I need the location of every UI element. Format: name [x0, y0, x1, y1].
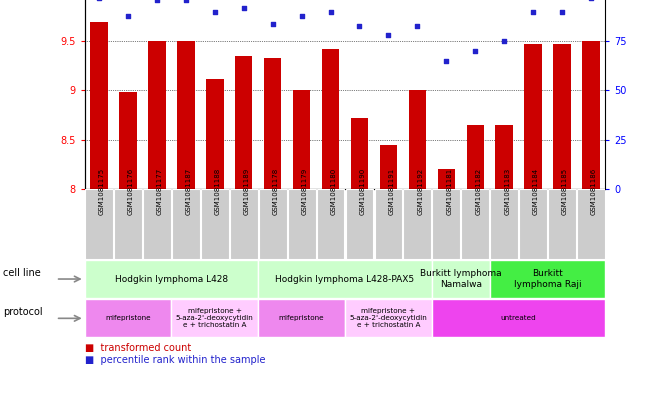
Bar: [119, 92, 137, 189]
Bar: [553, 44, 571, 189]
FancyBboxPatch shape: [432, 189, 460, 259]
Point: [152, 0, 162, 3]
Text: mifepristone +
5-aza-2'-deoxycytidin
e + trichostatin A: mifepristone + 5-aza-2'-deoxycytidin e +…: [176, 309, 254, 328]
Text: GSM1081182: GSM1081182: [475, 168, 481, 215]
FancyBboxPatch shape: [259, 189, 286, 259]
Bar: [235, 56, 253, 189]
Bar: [293, 90, 311, 189]
FancyBboxPatch shape: [345, 299, 432, 337]
FancyBboxPatch shape: [404, 189, 431, 259]
Text: GSM1081184: GSM1081184: [533, 168, 539, 215]
Text: GSM1081191: GSM1081191: [389, 168, 395, 215]
FancyBboxPatch shape: [519, 189, 547, 259]
Text: Hodgkin lymphoma L428-PAX5: Hodgkin lymphoma L428-PAX5: [275, 275, 415, 283]
FancyBboxPatch shape: [230, 189, 258, 259]
Point: [441, 58, 452, 64]
Bar: [90, 22, 108, 189]
Bar: [525, 44, 542, 189]
FancyBboxPatch shape: [171, 299, 258, 337]
Text: ■  percentile rank within the sample: ■ percentile rank within the sample: [85, 355, 265, 365]
Bar: [177, 41, 195, 189]
FancyBboxPatch shape: [85, 189, 113, 259]
Bar: [206, 79, 223, 189]
Text: mifepristone: mifepristone: [105, 315, 151, 321]
Point: [499, 38, 509, 44]
Point: [296, 13, 307, 19]
FancyBboxPatch shape: [432, 260, 490, 298]
Point: [123, 13, 133, 19]
FancyBboxPatch shape: [577, 189, 605, 259]
Text: GSM1081181: GSM1081181: [447, 168, 452, 215]
FancyBboxPatch shape: [490, 260, 605, 298]
FancyBboxPatch shape: [346, 189, 374, 259]
Text: untreated: untreated: [501, 315, 536, 321]
Point: [528, 9, 538, 15]
Bar: [495, 125, 513, 189]
Text: GSM1081175: GSM1081175: [99, 168, 105, 215]
Point: [586, 0, 596, 1]
FancyBboxPatch shape: [258, 260, 432, 298]
Text: Hodgkin lymphoma L428: Hodgkin lymphoma L428: [115, 275, 228, 283]
Bar: [437, 169, 455, 189]
Text: GSM1081188: GSM1081188: [215, 168, 221, 215]
FancyBboxPatch shape: [172, 189, 200, 259]
Point: [181, 0, 191, 3]
FancyBboxPatch shape: [490, 189, 518, 259]
Text: mifepristone: mifepristone: [279, 315, 324, 321]
Point: [383, 32, 394, 39]
FancyBboxPatch shape: [316, 189, 344, 259]
FancyBboxPatch shape: [85, 260, 258, 298]
Point: [94, 0, 104, 1]
FancyBboxPatch shape: [432, 299, 605, 337]
FancyBboxPatch shape: [462, 189, 489, 259]
FancyBboxPatch shape: [288, 189, 316, 259]
Point: [326, 9, 336, 15]
Text: Burkitt lymphoma
Namalwa: Burkitt lymphoma Namalwa: [420, 269, 501, 289]
Bar: [380, 145, 397, 189]
Text: GSM1081186: GSM1081186: [591, 168, 597, 215]
Text: protocol: protocol: [3, 307, 43, 318]
Bar: [582, 41, 600, 189]
Bar: [264, 58, 281, 189]
Text: GSM1081178: GSM1081178: [273, 168, 279, 215]
Text: GSM1081177: GSM1081177: [157, 168, 163, 215]
Text: GSM1081180: GSM1081180: [331, 168, 337, 215]
Point: [557, 9, 567, 15]
Text: mifepristone +
5-aza-2'-deoxycytidin
e + trichostatin A: mifepristone + 5-aza-2'-deoxycytidin e +…: [350, 309, 427, 328]
Point: [210, 9, 220, 15]
FancyBboxPatch shape: [143, 189, 171, 259]
Bar: [351, 118, 368, 189]
FancyBboxPatch shape: [85, 299, 171, 337]
Point: [412, 22, 422, 29]
Point: [470, 48, 480, 54]
Text: GSM1081189: GSM1081189: [243, 168, 250, 215]
Text: GSM1081192: GSM1081192: [417, 168, 423, 215]
Text: cell line: cell line: [3, 268, 41, 278]
Point: [268, 20, 278, 27]
Bar: [409, 90, 426, 189]
Text: ■  transformed count: ■ transformed count: [85, 343, 191, 353]
Bar: [322, 49, 339, 189]
Bar: [467, 125, 484, 189]
Text: GSM1081185: GSM1081185: [562, 168, 568, 215]
Point: [238, 5, 249, 11]
Text: GSM1081187: GSM1081187: [186, 168, 192, 215]
Text: Burkitt
lymphoma Raji: Burkitt lymphoma Raji: [514, 269, 581, 289]
Text: GSM1081190: GSM1081190: [359, 168, 365, 215]
Text: GSM1081183: GSM1081183: [504, 168, 510, 215]
FancyBboxPatch shape: [548, 189, 576, 259]
FancyBboxPatch shape: [258, 299, 345, 337]
Text: GSM1081179: GSM1081179: [301, 168, 308, 215]
FancyBboxPatch shape: [114, 189, 142, 259]
Bar: [148, 41, 165, 189]
FancyBboxPatch shape: [201, 189, 229, 259]
Text: GSM1081176: GSM1081176: [128, 168, 134, 215]
FancyBboxPatch shape: [374, 189, 402, 259]
Point: [354, 22, 365, 29]
